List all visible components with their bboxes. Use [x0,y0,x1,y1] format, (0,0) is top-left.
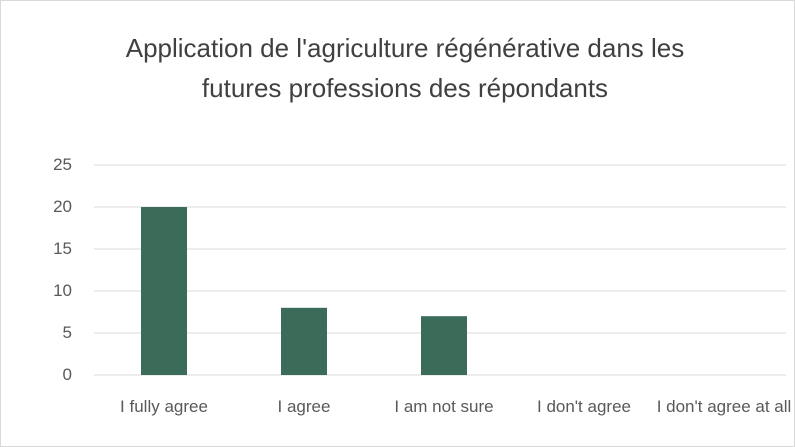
x-tick-label: I agree [277,397,331,416]
y-tick-label: 15 [53,239,72,258]
bar [141,207,187,375]
y-tick-label: 25 [53,155,72,174]
bar [281,307,327,375]
y-tick-label: 10 [53,281,72,300]
y-tick-label: 0 [62,365,72,384]
x-tick-label: I don't agree [537,397,631,416]
y-tick-label: 5 [62,323,72,342]
x-tick-label: I fully agree [120,397,208,416]
chart-title: Application de l'agriculture régénérativ… [125,33,685,103]
y-tick-label: 20 [53,197,72,216]
x-tick-label: I am not sure [394,397,494,416]
bar [421,316,467,375]
x-tick-label: I don't agree at all [656,397,792,416]
